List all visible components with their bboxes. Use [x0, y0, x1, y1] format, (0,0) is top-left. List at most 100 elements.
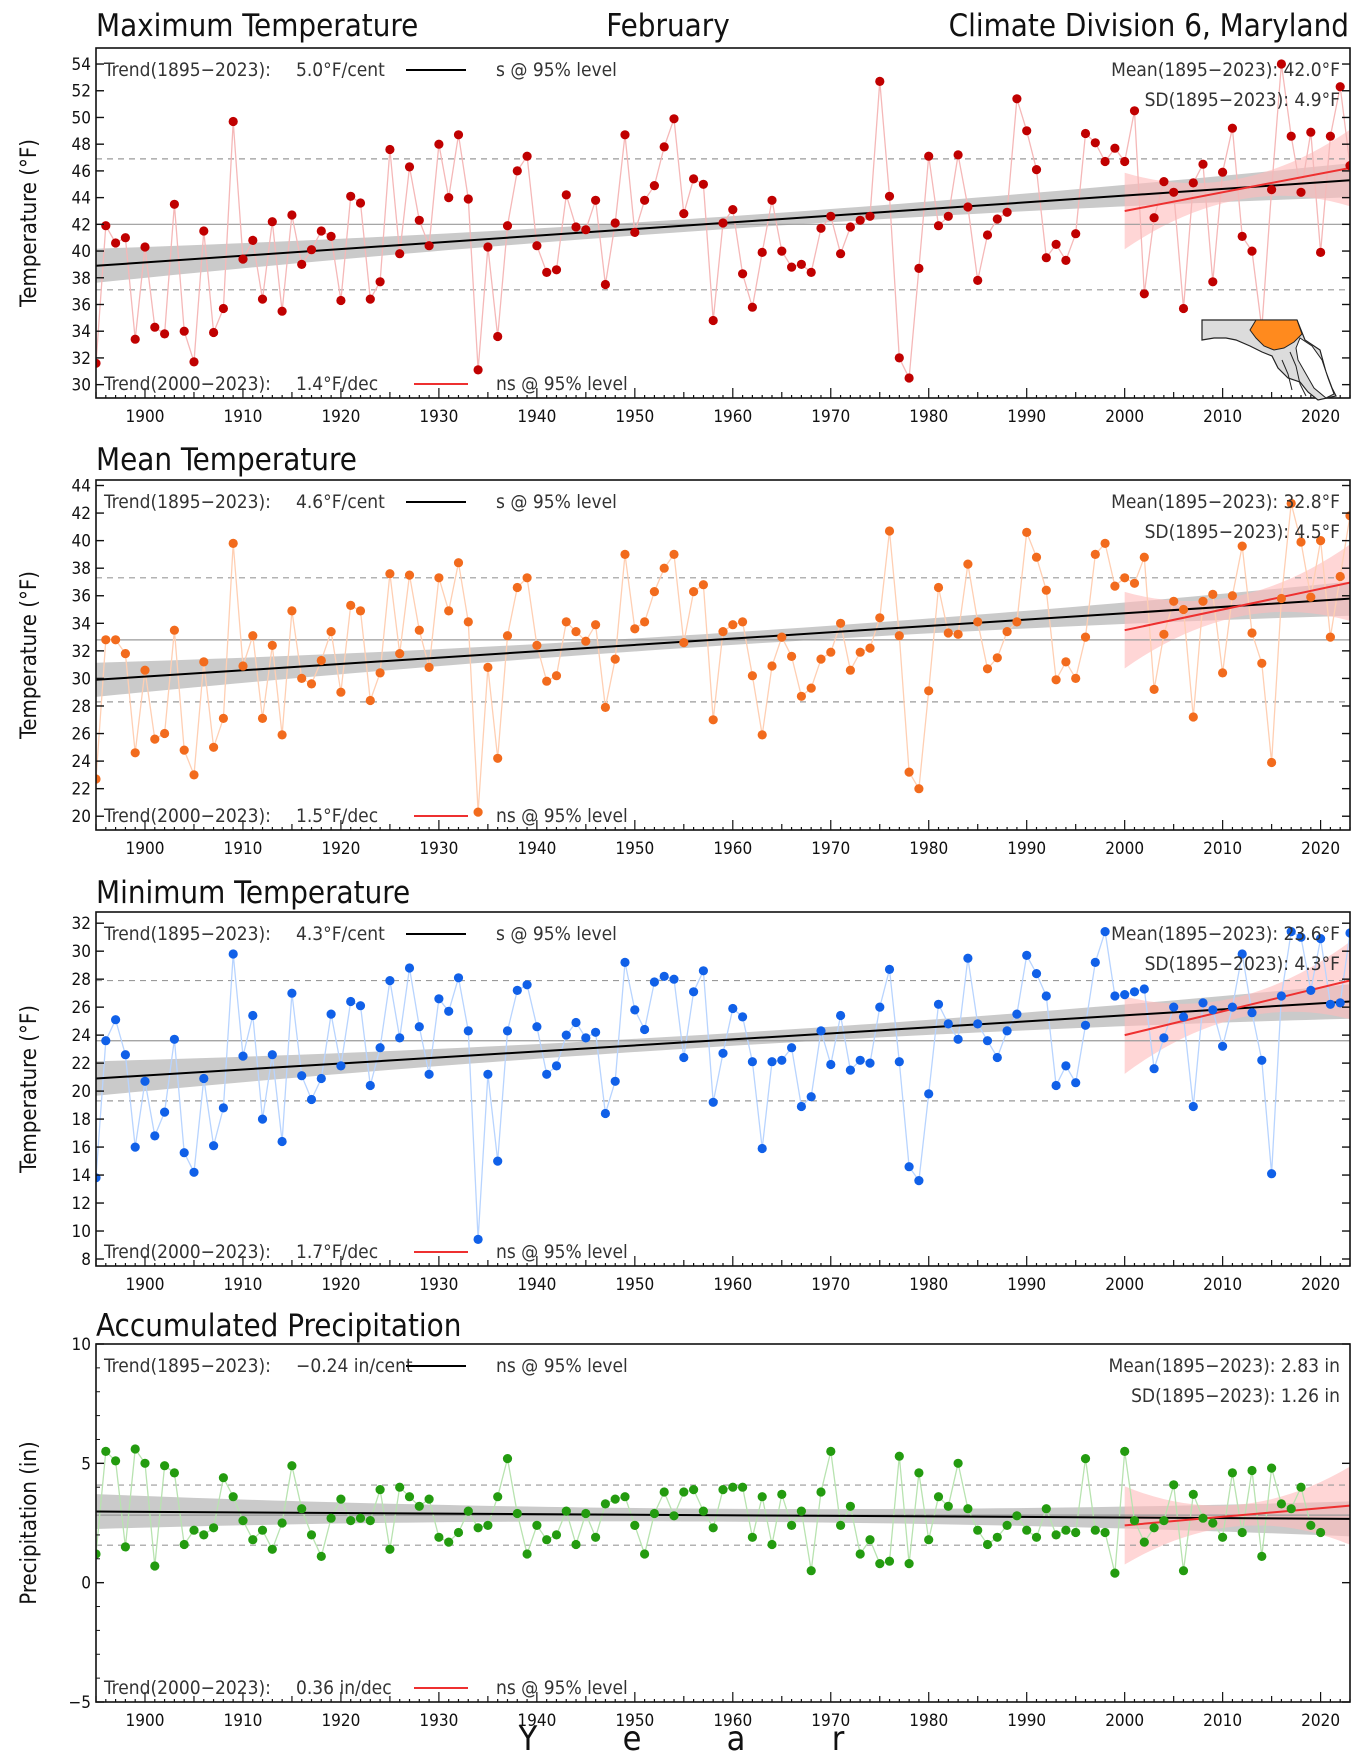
data-point-tmean: [1286, 498, 1296, 508]
data-point-precip: [111, 1456, 121, 1466]
x-tick-label-tmax: 1970: [811, 407, 850, 427]
mean-annotation-precip: Mean(1895−2023): 2.83 in: [1109, 1355, 1340, 1377]
x-tick-label-tmax: 1930: [419, 407, 458, 427]
map-bay: [1281, 351, 1307, 397]
data-point-precip: [1247, 1465, 1257, 1476]
data-point-tmin: [248, 1010, 258, 1021]
data-point-tmean: [1316, 536, 1326, 546]
y-tick-label-tmax: 50: [72, 108, 91, 128]
data-point-tmean: [1120, 573, 1130, 583]
data-point-tmean: [904, 767, 914, 777]
data-point-tmin: [875, 1002, 885, 1012]
data-point-precip: [257, 1525, 268, 1535]
data-point-tmean: [865, 643, 875, 653]
data-point-tmean: [875, 613, 885, 623]
panel-mean-temperature: Mean Temperature 20 22 24 26 28 30 32 34 36 38 40 42…: [17, 442, 1351, 859]
data-point-tmax: [933, 221, 944, 231]
data-point-tmean: [1247, 628, 1257, 638]
data-point-tmax: [1022, 126, 1032, 136]
data-point-precip: [875, 1559, 885, 1569]
data-point-tmin: [1237, 949, 1247, 959]
data-point-tmin: [502, 1026, 513, 1036]
data-point-tmax: [581, 225, 591, 235]
data-point-tmean: [287, 606, 297, 616]
data-point-tmin: [434, 994, 444, 1004]
data-point-tmax: [1247, 246, 1257, 256]
x-tick-label-tmin: 1910: [223, 1275, 262, 1295]
data-point-tmax: [796, 259, 807, 269]
y-tick-label-tmin: 18: [72, 1110, 91, 1130]
data-point-precip: [777, 1489, 787, 1499]
data-point-tmean: [571, 627, 581, 637]
data-point-tmax: [257, 294, 268, 304]
trend-line-recent-tmean: [1124, 581, 1350, 632]
data-point-tmean: [855, 647, 865, 657]
data-point-tmax: [1208, 277, 1218, 287]
data-point-precip: [238, 1516, 248, 1526]
data-point-tmax: [904, 373, 914, 383]
data-point-tmean: [816, 654, 826, 664]
data-point-tmin: [561, 1030, 571, 1040]
x-tick-label-tmax: 1980: [909, 407, 948, 427]
data-point-tmin: [630, 1005, 640, 1015]
data-point-precip: [101, 1446, 111, 1456]
data-point-tmin: [493, 1156, 503, 1166]
y-tick-label-tmin: 16: [72, 1138, 91, 1158]
data-point-precip: [228, 1492, 238, 1502]
data-point-tmean: [767, 661, 777, 671]
panel-title-tmin: Minimum Temperature: [96, 875, 410, 911]
data-point-tmin: [1306, 985, 1316, 996]
data-point-tmin: [894, 1057, 904, 1067]
data-point-precip: [346, 1516, 356, 1526]
x-tick-label-precip: 2010: [1203, 1711, 1242, 1731]
data-point-precip: [1178, 1566, 1189, 1576]
data-point-tmin: [777, 1055, 787, 1065]
data-point-precip: [933, 1492, 944, 1502]
data-point-tmean: [120, 649, 130, 659]
data-point-tmean: [698, 580, 709, 590]
data-point-tmax: [1110, 143, 1120, 153]
data-point-tmean: [1198, 596, 1208, 606]
data-point-tmax: [894, 353, 904, 363]
data-point-tmin: [404, 963, 415, 973]
data-point-tmin: [816, 1026, 826, 1036]
trend-recent-significance-tmax: ns @ 95% level: [496, 373, 628, 395]
data-point-tmin: [943, 1019, 953, 1029]
data-point-precip: [189, 1525, 199, 1535]
data-point-tmin: [1257, 1055, 1267, 1065]
data-point-tmean: [1178, 604, 1189, 615]
data-point-tmean: [953, 629, 963, 639]
data-point-precip: [894, 1451, 904, 1461]
trend-long-significance-tmin: s @ 95% level: [496, 923, 617, 945]
data-point-precip: [806, 1566, 816, 1576]
trend-recent-value-tmean: 1.5°F/dec: [296, 805, 378, 827]
x-tick-label-precip: 1980: [909, 1711, 948, 1731]
data-point-tmin: [806, 1092, 816, 1102]
panel-precipitation: Accumulated Precipitation −5 0 5 10 1900 1910 1…: [17, 1308, 1351, 1731]
data-point-tmean: [1335, 571, 1345, 582]
trend-long-significance-tmax: s @ 95% level: [496, 59, 617, 81]
data-point-tmean: [336, 687, 346, 697]
y-tick-label-tmax: 48: [72, 135, 91, 155]
y-tick-label-tmean: 24: [72, 752, 91, 772]
data-point-tmin: [826, 1059, 836, 1070]
x-axis-title-letter-r: r: [832, 1719, 845, 1759]
data-point-precip: [1237, 1527, 1247, 1538]
data-point-tmax: [493, 331, 503, 342]
data-point-precip: [581, 1508, 591, 1519]
data-point-precip: [218, 1473, 228, 1483]
data-point-precip: [326, 1513, 336, 1523]
trend-recent-label-tmin: Trend(2000−2023):: [103, 1241, 271, 1263]
data-point-tmin: [522, 980, 532, 990]
panel-title-precip: Accumulated Precipitation: [96, 1308, 461, 1344]
data-point-precip: [679, 1487, 689, 1497]
data-point-tmean: [1149, 684, 1159, 695]
data-point-precip: [914, 1468, 924, 1478]
trend-long-value-tmean: 4.6°F/cent: [296, 491, 385, 513]
data-point-tmin: [551, 1061, 562, 1071]
series-line-precip: [96, 1447, 1321, 1574]
data-point-tmean: [1159, 629, 1169, 639]
data-point-precip: [424, 1494, 434, 1504]
y-tick-label-tmax: 36: [72, 295, 91, 315]
data-point-tmin: [787, 1043, 797, 1053]
